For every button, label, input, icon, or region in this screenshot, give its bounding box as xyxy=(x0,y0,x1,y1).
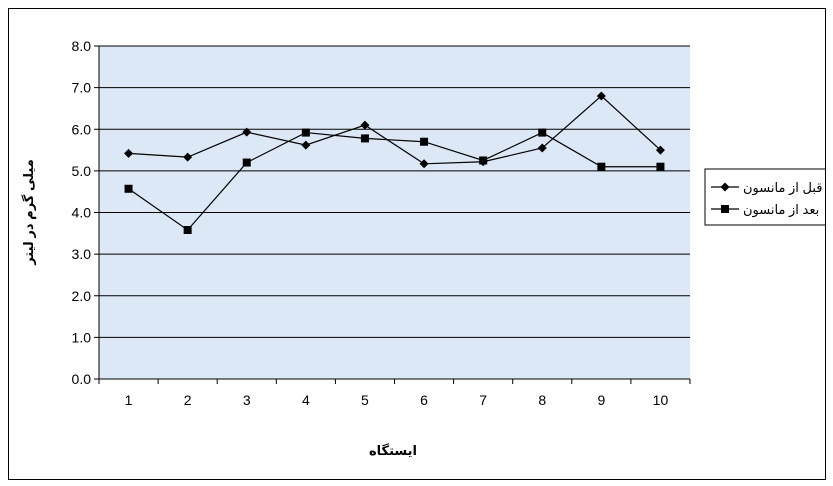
x-tick-label: 8 xyxy=(538,392,546,408)
data-point xyxy=(538,128,547,137)
y-tick-label: 6.0 xyxy=(72,121,92,137)
data-point xyxy=(183,225,192,234)
y-tick-label: 8.0 xyxy=(72,38,92,54)
x-tick-label: 7 xyxy=(479,392,487,408)
y-tick-label: 5.0 xyxy=(72,163,92,179)
x-axis-ticks: 1 2 3 4 5 6 7 8 9 10 xyxy=(98,379,691,408)
x-tick-label: 9 xyxy=(597,392,605,408)
y-tick-label: 1.0 xyxy=(72,329,92,345)
legend-box: قبل از مانسون بعد از مانسون xyxy=(704,168,825,226)
legend-item: بعد از مانسون xyxy=(711,202,819,218)
legend: قبل از مانسون بعد از مانسون xyxy=(704,168,825,226)
legend-item: قبل از مانسون xyxy=(711,180,823,196)
data-point xyxy=(301,128,310,137)
data-point xyxy=(420,137,429,146)
series-layer xyxy=(124,91,665,234)
data-point xyxy=(360,120,370,130)
x-tick-label: 6 xyxy=(420,392,428,408)
data-point xyxy=(124,184,133,193)
series-2 xyxy=(124,128,665,234)
data-point xyxy=(419,159,429,169)
series-line xyxy=(128,95,661,165)
x-tick-label: 10 xyxy=(653,392,669,408)
data-point xyxy=(479,156,488,165)
legend-marker xyxy=(721,205,729,213)
x-tick-label: 5 xyxy=(361,392,369,408)
data-point xyxy=(656,162,665,171)
legend-marker xyxy=(720,182,730,192)
line-chart: 0.01.02.03.04.05.06.07.08.0 1 2 3 4 5 6 7 8 9 10 … xyxy=(21,38,825,458)
data-point xyxy=(360,134,369,143)
data-point xyxy=(124,148,134,158)
legend-label: بعد از مانسون xyxy=(743,202,819,218)
x-tick-label: 1 xyxy=(125,392,133,408)
x-tick-label: 4 xyxy=(302,392,310,408)
x-axis-label: ایستگاه xyxy=(369,443,417,458)
x-tick-label: 2 xyxy=(184,392,192,408)
series-line xyxy=(128,131,661,231)
y-tick-label: 7.0 xyxy=(72,80,92,96)
data-point xyxy=(537,143,547,153)
grid-lines xyxy=(99,45,690,338)
data-point xyxy=(242,158,251,167)
data-point xyxy=(183,152,193,162)
y-tick-label: 0.0 xyxy=(72,371,92,387)
data-point xyxy=(655,145,665,155)
chart-frame: 0.0 1.0 2.0 3.0 4.0 5.0 6.0 7.0 8.0 1 2 3 4 5 6 7 8 9 10 … xyxy=(8,8,826,480)
y-tick-label: 3.0 xyxy=(72,246,92,262)
data-point xyxy=(242,127,252,137)
data-point xyxy=(597,162,606,171)
y-axis-ticks: 0.0 1.0 2.0 3.0 4.0 5.0 6.0 7.0 8.0 xyxy=(72,38,99,387)
y-tick-label: 4.0 xyxy=(72,205,92,221)
data-point xyxy=(596,91,606,101)
legend-label: قبل از مانسون xyxy=(743,180,823,196)
data-point xyxy=(301,140,311,150)
legend-border xyxy=(704,168,825,226)
y-tick-label: 2.0 xyxy=(72,288,92,304)
y-axis-label: میلی گرم در لیتر xyxy=(21,159,37,266)
x-tick-label: 3 xyxy=(243,392,251,408)
